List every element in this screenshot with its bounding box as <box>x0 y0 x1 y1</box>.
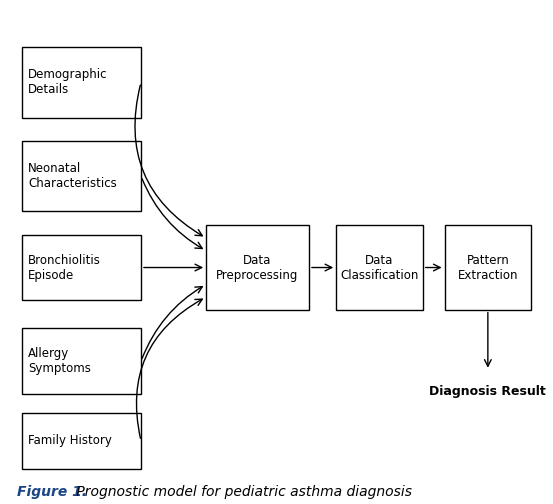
FancyBboxPatch shape <box>22 47 141 117</box>
Text: Prognostic model for pediatric asthma diagnosis: Prognostic model for pediatric asthma di… <box>72 485 412 499</box>
Text: Diagnosis Result: Diagnosis Result <box>430 385 546 398</box>
FancyBboxPatch shape <box>206 225 309 309</box>
Text: Pattern
Extraction: Pattern Extraction <box>457 254 518 282</box>
Text: Family History: Family History <box>28 434 112 448</box>
FancyBboxPatch shape <box>445 225 531 309</box>
FancyBboxPatch shape <box>22 235 141 300</box>
Text: Demographic
Details: Demographic Details <box>28 69 108 96</box>
Text: Bronchiolitis
Episode: Bronchiolitis Episode <box>28 254 101 282</box>
Text: Figure 1.: Figure 1. <box>17 485 87 499</box>
FancyBboxPatch shape <box>22 329 141 394</box>
Text: Data
Preprocessing: Data Preprocessing <box>216 254 299 282</box>
Text: Neonatal
Characteristics: Neonatal Characteristics <box>28 162 117 190</box>
Text: Allergy
Symptoms: Allergy Symptoms <box>28 347 91 375</box>
FancyBboxPatch shape <box>22 141 141 211</box>
FancyBboxPatch shape <box>22 413 141 469</box>
Text: Data
Classification: Data Classification <box>340 254 419 282</box>
FancyBboxPatch shape <box>336 225 423 309</box>
